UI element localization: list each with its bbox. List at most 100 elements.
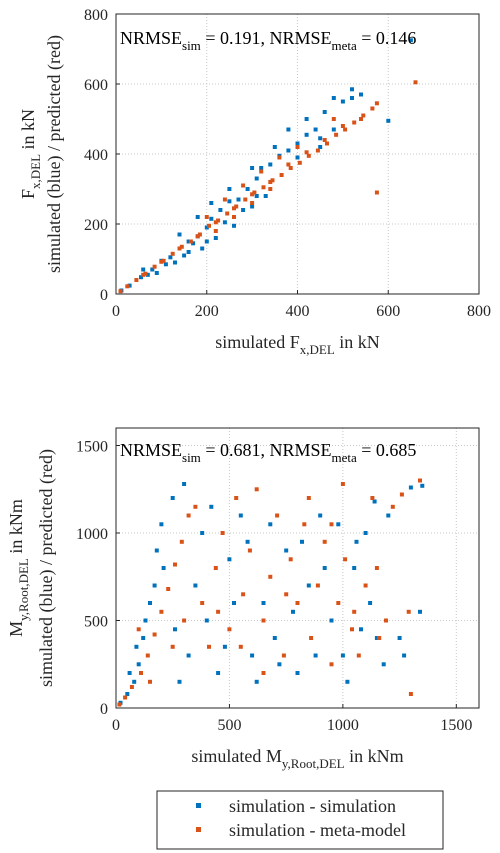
point-meta-model <box>413 80 418 85</box>
point-meta-model <box>170 644 175 649</box>
point-meta-model <box>261 618 266 623</box>
point-meta-model <box>182 618 187 623</box>
point-meta-model <box>286 162 291 167</box>
point-meta-model <box>322 138 327 142</box>
point-meta-model <box>161 258 166 263</box>
point-simulation <box>322 110 327 114</box>
point-simulation <box>134 644 139 649</box>
point-meta-model <box>363 583 368 588</box>
y-tick-label: 400 <box>84 147 108 164</box>
x-tick-label: 800 <box>467 303 491 320</box>
y-tick-label: 0 <box>100 701 108 718</box>
point-simulation <box>177 232 182 237</box>
point-meta-model <box>197 232 202 237</box>
point-simulation <box>268 162 273 167</box>
point-simulation <box>359 92 363 97</box>
point-simulation <box>143 618 148 623</box>
point-meta-model <box>207 223 211 228</box>
point-meta-model <box>297 160 302 165</box>
point-simulation <box>132 679 137 684</box>
point-simulation <box>150 267 155 272</box>
point-meta-model <box>361 113 366 118</box>
point-simulation <box>318 145 323 149</box>
y-tick-label: 1500 <box>76 439 108 456</box>
point-simulation <box>286 148 291 153</box>
point-meta-model <box>243 197 248 202</box>
point-simulation <box>209 216 214 221</box>
point-simulation <box>250 166 255 170</box>
point-meta-model <box>195 234 200 239</box>
grid <box>115 428 479 709</box>
point-meta-model <box>343 127 348 132</box>
x-tick-label: 200 <box>195 303 219 320</box>
point-simulation <box>372 499 377 504</box>
point-meta-model <box>213 566 218 570</box>
point-simulation <box>250 204 255 209</box>
point-meta-model <box>220 531 225 535</box>
point-meta-model <box>259 169 264 174</box>
point-simulation <box>381 662 386 667</box>
point-simulation <box>141 636 146 640</box>
point-simulation <box>331 96 336 100</box>
point-meta-model <box>241 592 246 597</box>
point-simulation <box>386 513 391 518</box>
point-simulation <box>408 38 413 43</box>
point-meta-model <box>306 153 311 158</box>
point-meta-model <box>268 187 273 191</box>
point-meta-model <box>352 609 357 614</box>
point-simulation <box>163 262 168 267</box>
point-simulation <box>418 609 422 614</box>
point-meta-model <box>123 695 128 700</box>
point-meta-model <box>177 246 182 251</box>
point-simulation <box>227 557 232 562</box>
point-simulation <box>272 145 277 149</box>
point-simulation <box>139 275 143 280</box>
point-meta-model <box>204 215 209 219</box>
point-simulation <box>148 601 152 605</box>
point-simulation <box>263 194 268 198</box>
point-simulation <box>350 96 354 100</box>
point-simulation <box>127 671 132 675</box>
point-meta-model <box>152 264 157 269</box>
point-simulation <box>136 662 141 667</box>
point-meta-model <box>261 671 266 675</box>
point-simulation <box>227 199 232 204</box>
point-meta-model <box>129 685 134 689</box>
point-meta-model <box>268 180 273 184</box>
point-meta-model <box>288 166 293 170</box>
point-simulation <box>204 225 209 230</box>
point-meta-model <box>315 583 320 588</box>
point-meta-model <box>225 211 230 216</box>
point-simulation <box>141 267 146 272</box>
point-simulation <box>306 583 311 588</box>
x-tick-label: 1000 <box>327 717 359 734</box>
point-simulation <box>186 250 191 254</box>
point-meta-model <box>117 702 122 707</box>
point-meta-model <box>356 653 361 658</box>
point-simulation <box>304 132 309 137</box>
point-meta-model <box>334 132 339 137</box>
point-meta-model <box>232 206 236 211</box>
point-simulation <box>216 671 221 675</box>
point-simulation <box>191 241 196 246</box>
chart-marks <box>118 38 418 294</box>
legend-label-meta-model: simulation - meta-model <box>229 820 406 840</box>
y-axis-label-line2: simulated (blue) / predicted (red) <box>36 449 57 687</box>
point-simulation <box>209 504 214 509</box>
legend: simulation - simulation simulation - met… <box>156 790 444 850</box>
y-tick-label: 500 <box>84 614 108 631</box>
point-simulation <box>304 117 309 121</box>
point-simulation <box>368 601 373 605</box>
point-meta-model <box>288 557 293 562</box>
point-simulation <box>336 522 341 527</box>
point-meta-model <box>336 601 341 605</box>
point-meta-model <box>359 117 363 121</box>
y-tick-label: 1000 <box>76 526 108 543</box>
point-meta-model <box>250 192 255 197</box>
point-meta-model <box>374 190 379 195</box>
point-meta-model <box>284 592 289 597</box>
point-simulation <box>295 155 300 160</box>
point-simulation <box>340 653 345 658</box>
y-tick-label: 200 <box>84 217 108 234</box>
point-meta-model <box>250 201 255 205</box>
